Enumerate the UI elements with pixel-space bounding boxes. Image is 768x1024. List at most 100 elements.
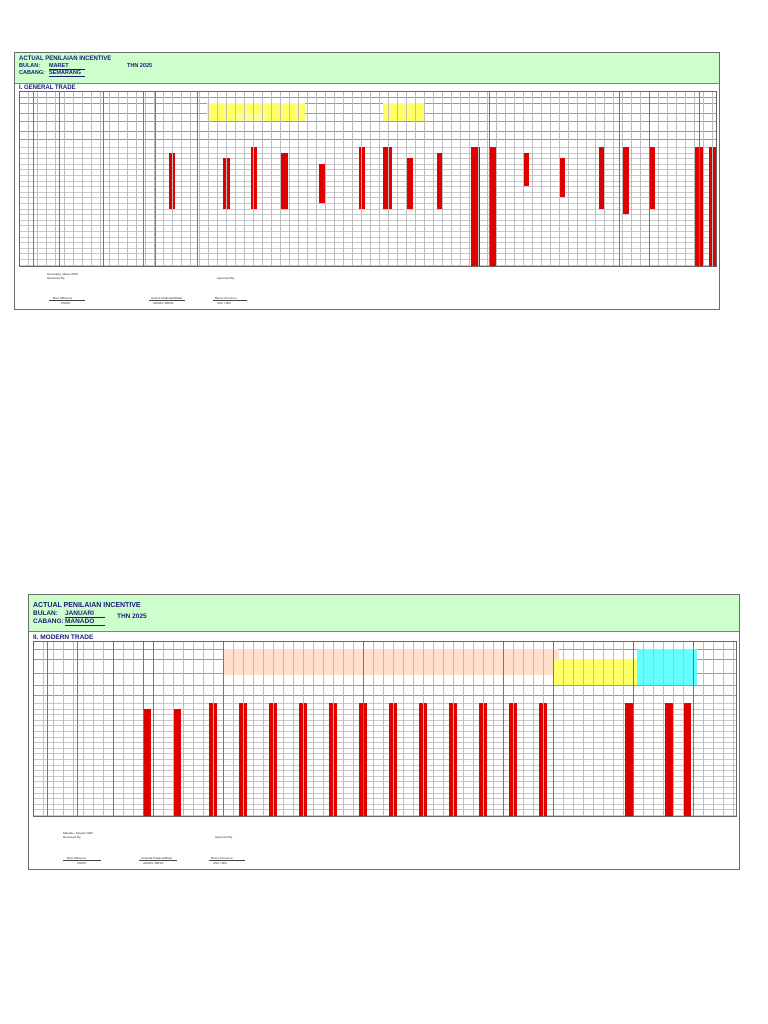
red-cell — [407, 158, 413, 209]
table-row — [33, 708, 737, 710]
column-divider — [271, 91, 272, 267]
incentive-sheet-general-trade: ACTUAL PENILAIAN INCENTIVE BULAN: MARET … — [14, 52, 720, 310]
column-divider — [55, 91, 56, 267]
column-divider — [613, 91, 614, 267]
column-divider — [586, 91, 587, 267]
table-row — [19, 208, 717, 210]
cabang-value: SEMARANG — [49, 70, 85, 77]
table-row — [33, 747, 737, 749]
column-divider — [623, 641, 624, 817]
signature-role-3: ASC / MM — [217, 301, 231, 305]
red-cell — [623, 147, 629, 215]
red-cell — [683, 703, 691, 817]
column-divider — [653, 641, 654, 817]
column-divider — [133, 641, 134, 817]
table-row — [33, 775, 737, 777]
table-row — [33, 753, 737, 755]
signature-name-3: Benny Purnomo — [215, 296, 237, 300]
column-divider — [496, 91, 497, 267]
signature-line-2 — [139, 860, 177, 861]
column-divider — [469, 91, 470, 267]
column-divider — [713, 641, 714, 817]
column-divider — [118, 91, 119, 267]
red-cell — [319, 163, 325, 203]
column-divider — [363, 641, 364, 817]
table-row — [19, 163, 717, 165]
column-divider — [173, 641, 174, 817]
column-divider — [676, 91, 677, 267]
red-cell — [649, 147, 655, 209]
section-title: I. GENERAL TRADE — [19, 85, 76, 91]
header-band — [207, 103, 305, 113]
column-divider — [523, 91, 524, 267]
signature-name-3: Benny Purnomo — [211, 856, 233, 860]
red-cell — [625, 703, 633, 817]
signature-line-3 — [213, 300, 247, 301]
header-divider — [33, 695, 737, 696]
red-cell — [173, 708, 181, 817]
column-divider — [433, 91, 434, 267]
column-divider — [303, 641, 304, 817]
column-divider — [673, 641, 674, 817]
column-divider — [193, 641, 194, 817]
table-row — [19, 236, 717, 238]
red-cell — [359, 147, 365, 209]
column-divider — [109, 91, 110, 267]
red-cell — [383, 147, 392, 209]
table-row — [19, 152, 717, 154]
year-label: THN 2025 — [117, 613, 147, 620]
header-band — [503, 649, 559, 675]
footer-approved-by: Approved By, — [217, 276, 235, 280]
column-divider — [493, 641, 494, 817]
table-row — [19, 264, 717, 266]
column-divider — [73, 91, 74, 267]
table-row — [33, 798, 737, 800]
column-divider — [423, 641, 424, 817]
red-cell — [559, 158, 565, 198]
column-divider — [424, 91, 425, 267]
column-divider — [143, 641, 144, 817]
table-row — [19, 231, 717, 232]
column-divider — [262, 91, 263, 267]
footer-approved-by: Approved By, — [215, 835, 233, 839]
column-divider — [37, 91, 38, 267]
cabang-label: CABANG: — [33, 618, 64, 625]
column-divider — [361, 91, 362, 267]
signature-role-3: ASC / MM — [213, 861, 227, 865]
column-divider — [573, 641, 574, 817]
column-divider — [47, 641, 48, 817]
table-row — [19, 225, 717, 227]
red-cell — [437, 152, 443, 209]
column-divider — [406, 91, 407, 267]
column-divider — [550, 91, 551, 267]
red-cell — [143, 708, 151, 817]
column-divider — [352, 91, 353, 267]
column-divider — [103, 91, 104, 267]
header-divider — [19, 113, 717, 114]
column-divider — [667, 91, 668, 267]
signature-role-1: ASOM — [77, 861, 86, 865]
column-divider — [293, 641, 294, 817]
column-divider — [333, 641, 334, 817]
table-row — [19, 169, 717, 171]
incentive-table — [33, 641, 737, 817]
table-row — [33, 742, 737, 744]
column-divider — [199, 91, 200, 267]
column-divider — [93, 641, 94, 817]
column-divider — [403, 641, 404, 817]
table-row — [19, 219, 717, 221]
column-divider — [154, 91, 155, 267]
table-row — [33, 703, 737, 704]
sheet-title: ACTUAL PENILAIAN INCENTIVE — [19, 56, 112, 62]
table-row — [19, 203, 717, 204]
column-divider — [208, 91, 209, 267]
table-row — [19, 253, 717, 255]
column-divider — [323, 641, 324, 817]
table-row — [19, 197, 717, 199]
red-cell — [709, 147, 717, 267]
column-divider — [334, 91, 335, 267]
column-divider — [343, 641, 344, 817]
column-divider — [553, 641, 554, 817]
header-divider — [19, 139, 717, 140]
footer-reviewed-by: Reviewed By, — [63, 835, 82, 839]
